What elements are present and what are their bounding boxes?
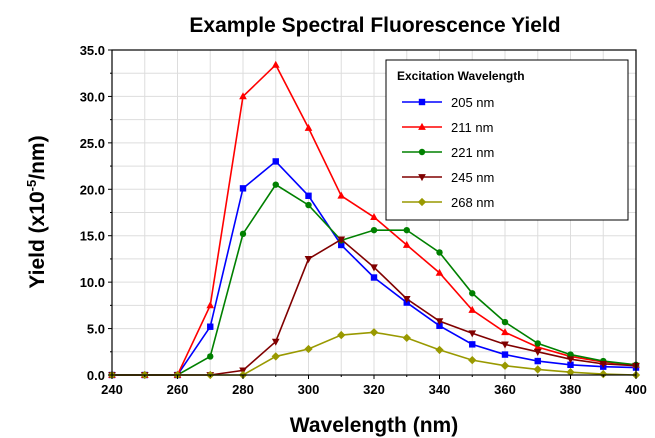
data-point <box>402 240 411 248</box>
data-point <box>305 201 312 209</box>
data-point <box>418 122 426 130</box>
data-point <box>206 301 215 309</box>
data-point <box>533 365 542 374</box>
chart-title: Example Spectral Fluorescence Yield <box>189 14 560 37</box>
data-point <box>239 185 247 192</box>
y-axis-label: Yield (x10-5/nm) <box>24 135 49 288</box>
x-tick-label: 240 <box>101 382 123 397</box>
data-point <box>271 60 280 68</box>
data-point <box>338 241 345 249</box>
x-tick-label: 320 <box>363 382 385 397</box>
data-point <box>271 352 280 361</box>
legend-label: 221 nm <box>451 145 494 160</box>
x-tick-label: 300 <box>298 382 320 397</box>
data-point <box>370 212 378 221</box>
legend-item: 245 nm <box>402 170 494 185</box>
data-point <box>501 318 509 326</box>
data-point <box>501 351 509 358</box>
data-point <box>469 341 476 348</box>
y-tick-label: 30.0 <box>80 89 105 104</box>
data-point <box>501 328 509 336</box>
legend-item: 221 nm <box>402 145 494 160</box>
data-point <box>239 230 247 238</box>
data-point <box>207 353 214 360</box>
y-tick-label: 20.0 <box>80 182 105 197</box>
legend: Excitation Wavelength 205 nm 211 nm 221 nm… <box>385 59 629 221</box>
data-point <box>207 323 214 330</box>
data-point <box>305 192 312 199</box>
data-point <box>500 361 510 370</box>
data-point <box>304 344 313 354</box>
data-point <box>468 355 477 365</box>
y-axis-label-main: Yield (x10 <box>26 191 49 288</box>
x-tick-label: 360 <box>494 382 516 397</box>
data-point <box>272 158 279 165</box>
x-tick-label: 280 <box>232 382 254 397</box>
data-point <box>417 197 427 207</box>
data-point <box>533 348 542 356</box>
data-point <box>337 191 346 199</box>
data-point <box>599 360 608 369</box>
data-point <box>469 290 476 297</box>
legend-label: 268 nm <box>451 195 494 210</box>
data-point <box>370 226 378 234</box>
data-point <box>468 330 477 338</box>
x-axis-label: Wavelength (nm) <box>290 414 458 437</box>
data-point <box>403 226 410 234</box>
legend-label: 211 nm <box>451 120 493 135</box>
data-point <box>567 351 574 358</box>
legend-label: 205 nm <box>451 95 494 110</box>
legend-item: 205 nm <box>402 95 494 110</box>
y-tick-label: 15.0 <box>80 229 105 244</box>
data-point <box>501 341 509 349</box>
data-point <box>566 356 575 364</box>
data-point <box>418 148 426 156</box>
data-point <box>304 123 313 131</box>
data-point <box>435 345 444 355</box>
data-point <box>239 92 247 100</box>
data-point <box>402 295 411 304</box>
data-point <box>435 268 444 276</box>
legend-label: 245 nm <box>451 170 494 185</box>
data-point <box>272 181 279 188</box>
data-point <box>337 330 346 340</box>
x-tick-label: 260 <box>167 382 189 397</box>
y-tick-label: 25.0 <box>80 136 105 151</box>
legend-title: Excitation Wavelength <box>397 69 525 83</box>
data-point <box>402 333 411 343</box>
data-point <box>337 236 346 244</box>
axes: 240 260 280 300 320 340 360 380 400 0.0 5.0 10.0 15.… <box>80 43 647 397</box>
data-point <box>418 174 426 182</box>
data-point <box>436 249 443 256</box>
x-tick-label: 380 <box>560 382 582 397</box>
x-tick-label: 400 <box>625 382 647 397</box>
y-tick-label: 35.0 <box>80 43 105 58</box>
data-point <box>566 368 575 377</box>
y-axis-label-superscript: -5 <box>24 180 39 192</box>
x-tick-label: 340 <box>429 382 451 397</box>
data-point <box>369 328 379 337</box>
y-tick-label: 0.0 <box>87 368 105 383</box>
data-point <box>418 98 426 106</box>
data-point <box>370 264 378 272</box>
data-point <box>534 357 541 365</box>
data-point <box>599 369 608 379</box>
legend-box <box>385 59 629 221</box>
y-tick-label: 10.0 <box>80 275 105 290</box>
data-point <box>271 338 280 346</box>
y-tick-label: 5.0 <box>87 322 105 337</box>
legend-item: 268 nm <box>402 195 494 210</box>
data-point <box>534 340 541 347</box>
data-point <box>468 305 477 313</box>
data-point <box>370 274 378 281</box>
legend-item: 211 nm <box>402 120 493 135</box>
data-point <box>567 361 574 368</box>
data-point <box>304 256 313 264</box>
y-axis-label-end: /nm) <box>26 135 49 179</box>
data-point <box>436 322 443 329</box>
data-point <box>435 318 444 326</box>
